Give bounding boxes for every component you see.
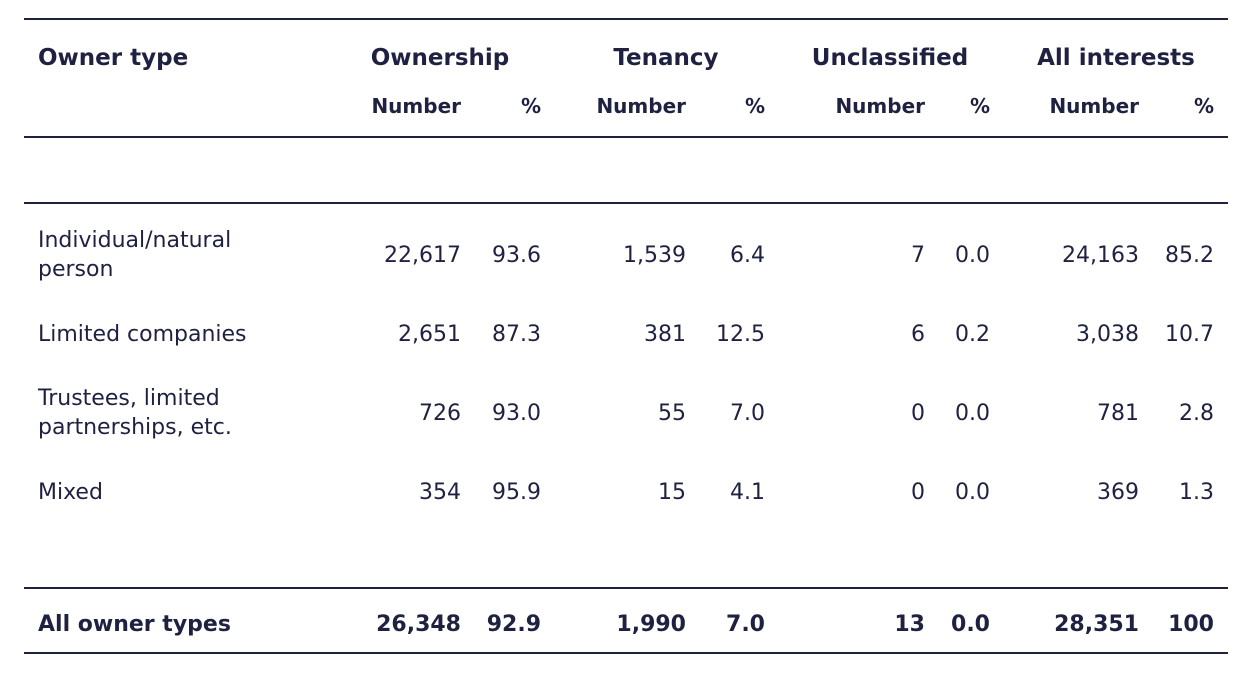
header-all-interests: All interests xyxy=(1037,45,1195,71)
table-cell: 93.0 xyxy=(492,401,541,426)
table-cell: 2.8 xyxy=(1179,401,1214,426)
subheader-number: Number xyxy=(596,94,686,118)
table-cell: 381 xyxy=(644,322,686,347)
header-rule xyxy=(24,136,1228,138)
header-tenancy: Tenancy xyxy=(613,45,719,71)
total-cell: 0.0 xyxy=(951,612,990,637)
header-ownership: Ownership xyxy=(370,45,510,71)
table-cell: 12.5 xyxy=(716,322,765,347)
subheader-percent: % xyxy=(969,94,990,118)
table-cell: 0 xyxy=(911,401,925,426)
table-cell: 369 xyxy=(1097,480,1139,505)
total-cell: 92.9 xyxy=(486,612,541,637)
table-cell: 85.2 xyxy=(1165,243,1214,268)
table-cell: 22,617 xyxy=(384,243,461,268)
table-cell: 781 xyxy=(1097,401,1139,426)
subheader-percent: % xyxy=(1193,94,1214,118)
subheader-percent: % xyxy=(744,94,765,118)
bottom-rule xyxy=(24,652,1228,654)
table-cell: 1.3 xyxy=(1179,480,1214,505)
table-cell: 7.0 xyxy=(730,401,765,426)
total-cell: 100 xyxy=(1168,612,1214,637)
total-top-rule xyxy=(24,587,1228,589)
subheader-number: Number xyxy=(1049,94,1139,118)
table-cell: 0.2 xyxy=(955,322,990,347)
table-cell: 0.0 xyxy=(955,401,990,426)
table-cell: 10.7 xyxy=(1165,322,1214,347)
row-label: Limited companies xyxy=(38,322,247,347)
header-unclassified: Unclassified xyxy=(811,45,969,71)
subheader-number: Number xyxy=(371,94,461,118)
total-cell: 1,990 xyxy=(616,612,686,637)
table-cell: 7 xyxy=(911,243,925,268)
table-cell: 6 xyxy=(911,322,925,347)
table-cell: 0 xyxy=(911,480,925,505)
table-cell: 55 xyxy=(658,401,686,426)
row-label: Mixed xyxy=(38,480,103,505)
table-cell: 1,539 xyxy=(623,243,686,268)
total-cell: 13 xyxy=(894,612,925,637)
table-cell: 4.1 xyxy=(730,480,765,505)
total-cell: 28,351 xyxy=(1054,612,1139,637)
table-cell: 15 xyxy=(658,480,686,505)
row-label: Individual/natural person xyxy=(38,228,232,282)
table-cell: 87.3 xyxy=(492,322,541,347)
table-cell: 6.4 xyxy=(730,243,765,268)
subheader-percent: % xyxy=(520,94,541,118)
table-cell: 95.9 xyxy=(492,480,541,505)
table-cell: 2,651 xyxy=(398,322,461,347)
table-cell: 24,163 xyxy=(1062,243,1139,268)
table-cell: 0.0 xyxy=(955,480,990,505)
total-cell: 7.0 xyxy=(726,612,765,637)
table-cell: 3,038 xyxy=(1076,322,1139,347)
top-rule xyxy=(24,18,1228,20)
subheader-number: Number xyxy=(835,94,925,118)
total-row-label: All owner types xyxy=(38,612,231,637)
table-cell: 0.0 xyxy=(955,243,990,268)
table-cell: 726 xyxy=(419,401,461,426)
table-cell: 93.6 xyxy=(492,243,541,268)
total-cell: 26,348 xyxy=(376,612,461,637)
body-top-rule xyxy=(24,202,1228,204)
header-owner-type: Owner type xyxy=(38,45,189,71)
row-label: Trustees, limited partnerships, etc. xyxy=(38,386,232,440)
table-cell: 354 xyxy=(419,480,461,505)
